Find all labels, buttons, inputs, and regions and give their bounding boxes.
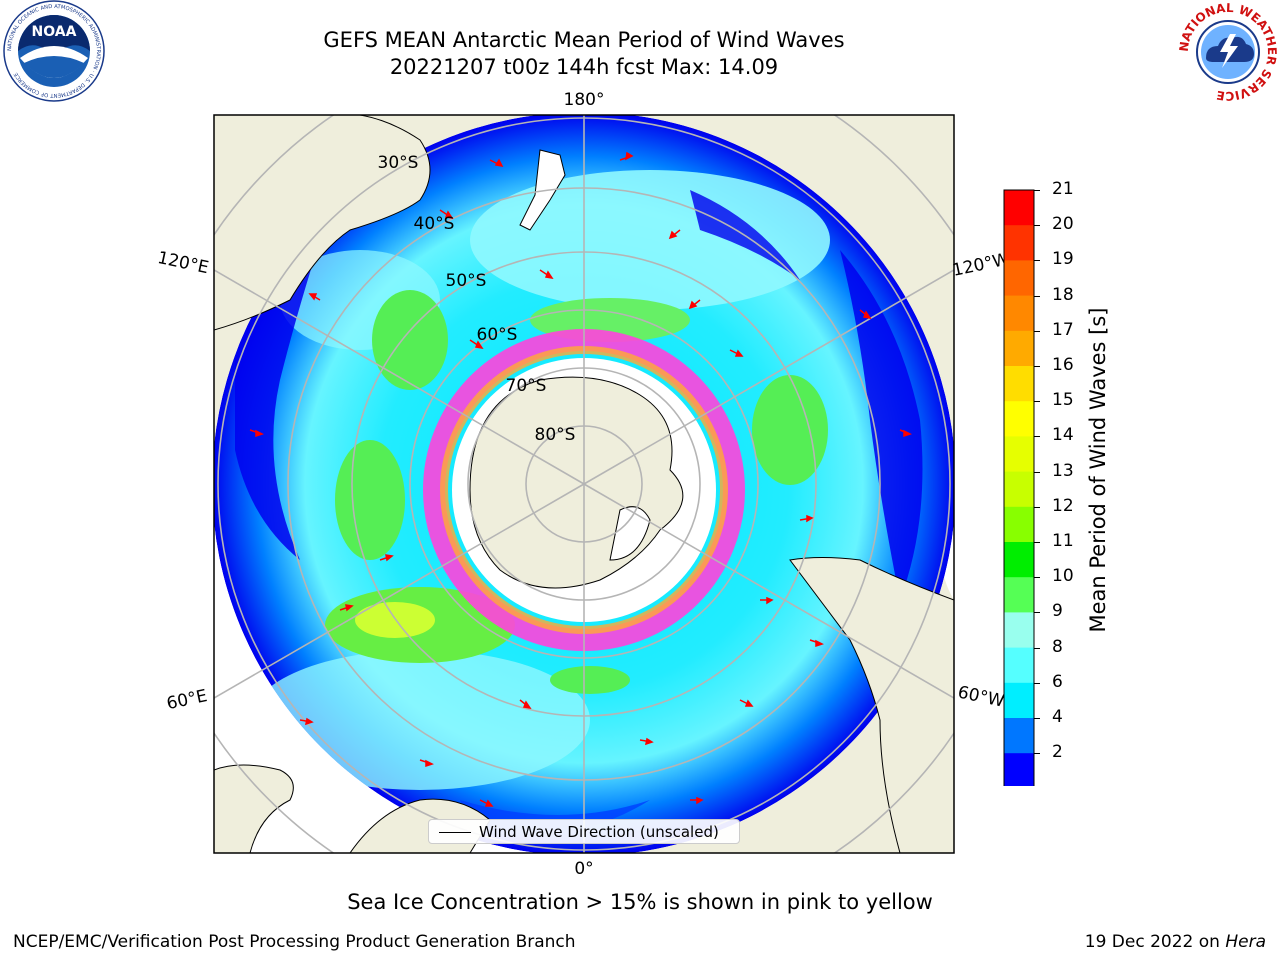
colorbar-tick-label: 16 [1052, 355, 1074, 375]
footer-credit: NCEP/EMC/Verification Post Processing Pr… [13, 932, 576, 952]
lat-label-80s: 80°S [535, 425, 576, 445]
colorbar-tick-mark [1034, 366, 1040, 367]
sea-ice-caption: Sea Ice Concentration > 15% is shown in … [347, 890, 933, 914]
legend-line-sample [439, 832, 471, 833]
lon-label-60w: 60°W [956, 682, 1006, 711]
colorbar-tick-label: 11 [1052, 531, 1074, 551]
colorbar-tick-mark [1034, 401, 1040, 403]
colorbar-segment [1004, 506, 1034, 543]
meridian-lines [214, 115, 954, 853]
colorbar-tick-mark [1034, 577, 1040, 579]
legend-label: Wind Wave Direction (unscaled) [479, 823, 719, 841]
colorbar-tick-label: 4 [1052, 707, 1063, 727]
colorbar-segment [1004, 260, 1034, 297]
south-america-land [789, 557, 954, 853]
colorbar-tick-label: 6 [1052, 671, 1063, 692]
colorbar-tick-label: 19 [1052, 249, 1074, 270]
lon-label-60e: 60°E [165, 686, 209, 714]
colorbar-tick-label: 10 [1052, 566, 1074, 587]
footer-date-text: 19 Dec 2022 on [1084, 932, 1226, 952]
lat-label-40s: 40°S [414, 214, 455, 234]
map-legend: Wind Wave Direction (unscaled) [428, 819, 740, 844]
colorbar-tick-label: 18 [1052, 284, 1074, 305]
colorbar-segment [1004, 542, 1034, 578]
lon-label-180: 180° [564, 90, 605, 110]
colorbar-tick-mark [1034, 647, 1040, 649]
colorbar-tick-label: 9 [1052, 601, 1063, 622]
colorbar-tick-label: 21 [1052, 179, 1074, 199]
colorbar-segment [1004, 401, 1034, 437]
footer-machine: Hera [1225, 932, 1266, 952]
noaa-logo: NOAA NATIONAL OCEANIC AND ATMOSPHERIC AD… [3, 0, 105, 102]
colorbar-tick-mark [1034, 330, 1040, 332]
colorbar-segment [1004, 612, 1034, 649]
colorbar [1003, 189, 1035, 786]
colorbar-segment [1004, 647, 1034, 684]
colorbar-tick-mark [1034, 225, 1040, 227]
colorbar-tick-mark [1034, 190, 1040, 191]
colorbar-segment [1004, 682, 1034, 719]
colorbar-segment [1004, 366, 1034, 402]
colorbar-tick-label: 12 [1052, 495, 1074, 516]
colorbar-tick-label: 8 [1052, 636, 1063, 657]
footer-date: 19 Dec 2022 on Hera [1085, 932, 1266, 952]
colorbar-frame [1003, 189, 1035, 786]
colorbar-tick-label: 17 [1052, 319, 1074, 340]
colorbar-segment [1004, 330, 1034, 367]
colorbar-tick-label: 14 [1052, 425, 1074, 446]
new-zealand-land [519, 149, 566, 231]
colorbar-tick-label: 13 [1052, 460, 1074, 481]
colorbar-tick-mark [1034, 506, 1040, 508]
colorbar-segment [1004, 225, 1034, 261]
lat-label-50s: 50°S [446, 271, 487, 291]
nws-logo: NATIONAL WEATHER SERVICE [1177, 1, 1279, 102]
colorbar-tick-mark [1034, 682, 1040, 684]
colorbar-segment [1004, 190, 1034, 226]
colorbar-tick-label: 20 [1052, 214, 1074, 235]
colorbar-tick-mark [1034, 718, 1040, 719]
colorbar-tick-mark [1034, 295, 1040, 297]
colorbar-segment [1004, 718, 1034, 754]
colorbar-tick-label: 2 [1052, 742, 1063, 763]
colorbar-tick-mark [1034, 260, 1040, 262]
lon-label-120e: 120°E [156, 248, 211, 278]
map-frame [213, 114, 955, 854]
lat-label-60s: 60°S [477, 325, 518, 345]
lat-label-70s: 70°S [506, 376, 547, 396]
map-title: GEFS MEAN Antarctic Mean Period of Wind … [323, 28, 845, 52]
lon-label-0: 0° [574, 859, 593, 879]
colorbar-segment [1004, 577, 1034, 613]
svg-text:NOAA: NOAA [32, 24, 77, 40]
colorbar-segment [1004, 436, 1034, 473]
colorbar-tick-mark [1034, 542, 1040, 543]
map-subtitle: 20221207 t00z 144h fcst Max: 14.09 [389, 55, 779, 79]
colorbar-tick-label: 15 [1052, 390, 1074, 411]
colorbar-label: Mean Period of Wind Waves [s] [1086, 307, 1110, 633]
colorbar-tick-mark [1034, 436, 1040, 438]
colorbar-tick-mark [1034, 753, 1040, 755]
colorbar-tick-mark [1034, 612, 1040, 614]
lat-label-30s: 30°S [378, 153, 419, 173]
wind-wave-arrows [249, 151, 912, 807]
colorbar-segment [1004, 753, 1034, 786]
colorbar-segment [1004, 471, 1034, 508]
colorbar-segment [1004, 295, 1034, 332]
colorbar-tick-mark [1034, 471, 1040, 473]
